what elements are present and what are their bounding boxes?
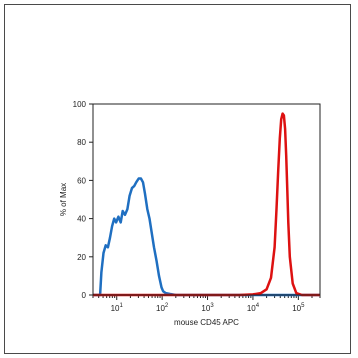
y-axis-ticks: 0 20 40 60 80 100: [73, 100, 93, 300]
y-tick-label: 0: [82, 291, 87, 300]
histogram-chart: 0 20 40 60 80 100 101 102 103 104 105 mouse CD45 …: [59, 100, 321, 327]
y-tick-label: 80: [77, 138, 86, 147]
x-tick-label: 105: [292, 303, 305, 313]
y-tick-label: 40: [77, 215, 86, 224]
x-tick-label: 102: [156, 303, 169, 313]
y-axis-title: % of Max: [59, 183, 68, 216]
x-tick-label: 104: [247, 303, 260, 313]
x-tick-label: 101: [111, 303, 124, 313]
histogram-series-1-line: [93, 177, 320, 297]
histogram-series-2-line: [93, 112, 320, 297]
y-tick-label: 100: [73, 100, 87, 109]
plot-area-border: [92, 103, 321, 296]
y-tick-label: 60: [77, 176, 86, 185]
x-axis-ticks: 101 102 103 104 105: [92, 295, 321, 313]
figure-frame: 0 20 40 60 80 100 101 102 103 104 105 mouse CD45 …: [4, 4, 351, 354]
y-tick-label: 20: [77, 253, 86, 262]
histogram-series: [93, 112, 320, 297]
x-tick-label: 103: [201, 303, 214, 313]
x-axis-title: mouse CD45 APC: [174, 318, 239, 327]
